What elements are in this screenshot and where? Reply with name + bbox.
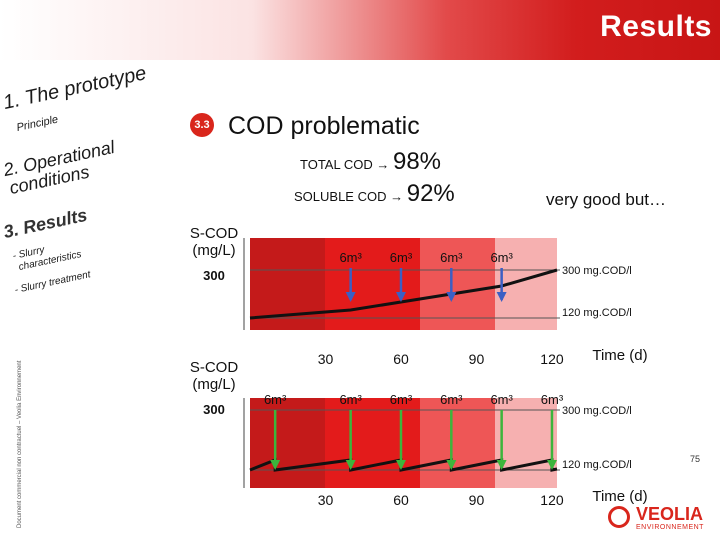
x-tick-label: 90 — [469, 492, 485, 508]
arrow-icon: → — [376, 157, 390, 172]
addition-label: 6m³ — [264, 392, 287, 407]
x-axis-label: Time (d) — [592, 488, 647, 505]
y-axis-label: (mg/L) — [192, 242, 235, 259]
chart-band — [420, 238, 495, 330]
header-banner: Results — [0, 0, 720, 60]
lower-threshold-label: 120 mg.COD/l — [562, 459, 632, 471]
addition-arrow-head — [270, 460, 281, 470]
upper-threshold-label: 300 mg.COD/l — [562, 405, 632, 417]
x-tick-label: 120 — [540, 351, 564, 367]
addition-arrow-head — [345, 292, 356, 302]
chart-band — [250, 398, 325, 488]
addition-arrow-head — [496, 292, 507, 302]
soluble-cod-metric: SOLUBLE COD → 92% — [294, 180, 455, 208]
page-title: Results — [600, 10, 712, 43]
addition-arrow-head — [345, 460, 356, 470]
addition-arrow-head — [446, 460, 457, 470]
chart-band — [420, 398, 495, 488]
veolia-logo-icon — [608, 506, 630, 528]
x-tick-label: 30 — [318, 351, 334, 367]
logo-word: VEOLIA — [636, 504, 704, 524]
x-tick-label: 120 — [540, 492, 564, 508]
y-tick-label: 300 — [203, 402, 225, 417]
addition-label: 6m³ — [390, 392, 413, 407]
chart-band — [325, 398, 420, 488]
total-cod-value: 98% — [392, 148, 442, 175]
addition-arrow-head — [395, 292, 406, 302]
lower-threshold-label: 120 mg.COD/l — [562, 307, 632, 319]
scod-series-line — [249, 457, 558, 472]
addition-arrow-head — [446, 292, 457, 302]
remark-text: very good but… — [546, 190, 667, 209]
addition-label: 6m³ — [390, 250, 413, 265]
x-tick-label: 90 — [469, 351, 485, 367]
y-axis-label: (mg/L) — [192, 376, 235, 393]
x-tick-label: 60 — [393, 351, 409, 367]
addition-arrow-head — [395, 460, 406, 470]
addition-label: 6m³ — [541, 392, 564, 407]
x-tick-label: 30 — [318, 492, 334, 508]
total-cod-metric: TOTAL COD → 98% — [300, 148, 441, 176]
addition-arrow-head — [496, 460, 507, 470]
total-cod-label: TOTAL COD — [300, 157, 373, 172]
x-tick-label: 60 — [393, 492, 409, 508]
y-tick-label: 300 — [203, 268, 225, 283]
section-title: COD problematic — [228, 112, 420, 140]
soluble-cod-label: SOLUBLE COD — [294, 189, 387, 204]
y-axis-label: S-COD — [190, 359, 239, 376]
soluble-cod-value: 92% — [406, 180, 455, 207]
veolia-logo: VEOLIA ENVIRONNEMENT — [608, 502, 718, 536]
addition-label: 6m³ — [490, 250, 513, 265]
side-legal-note: Document commercial non contractuel – Ve… — [17, 360, 23, 528]
upper-threshold-label: 300 mg.COD/l — [562, 265, 632, 277]
chart-band — [495, 398, 557, 488]
addition-label: 6m³ — [490, 392, 513, 407]
page-number: 75 — [690, 454, 701, 464]
addition-label: 6m³ — [440, 250, 463, 265]
addition-arrow-head — [546, 460, 557, 470]
logo-subtitle: ENVIRONNEMENT — [636, 524, 704, 531]
section-number-badge: 3.3 — [190, 113, 214, 137]
chart-band — [325, 238, 420, 330]
addition-label: 6m³ — [339, 392, 362, 407]
arrow-icon: → — [390, 189, 404, 204]
addition-label: 6m³ — [339, 250, 362, 265]
y-axis-label: S-COD — [190, 225, 239, 242]
scod-series-line — [249, 268, 558, 320]
x-axis-label: Time (d) — [592, 347, 647, 364]
addition-label: 6m³ — [440, 392, 463, 407]
